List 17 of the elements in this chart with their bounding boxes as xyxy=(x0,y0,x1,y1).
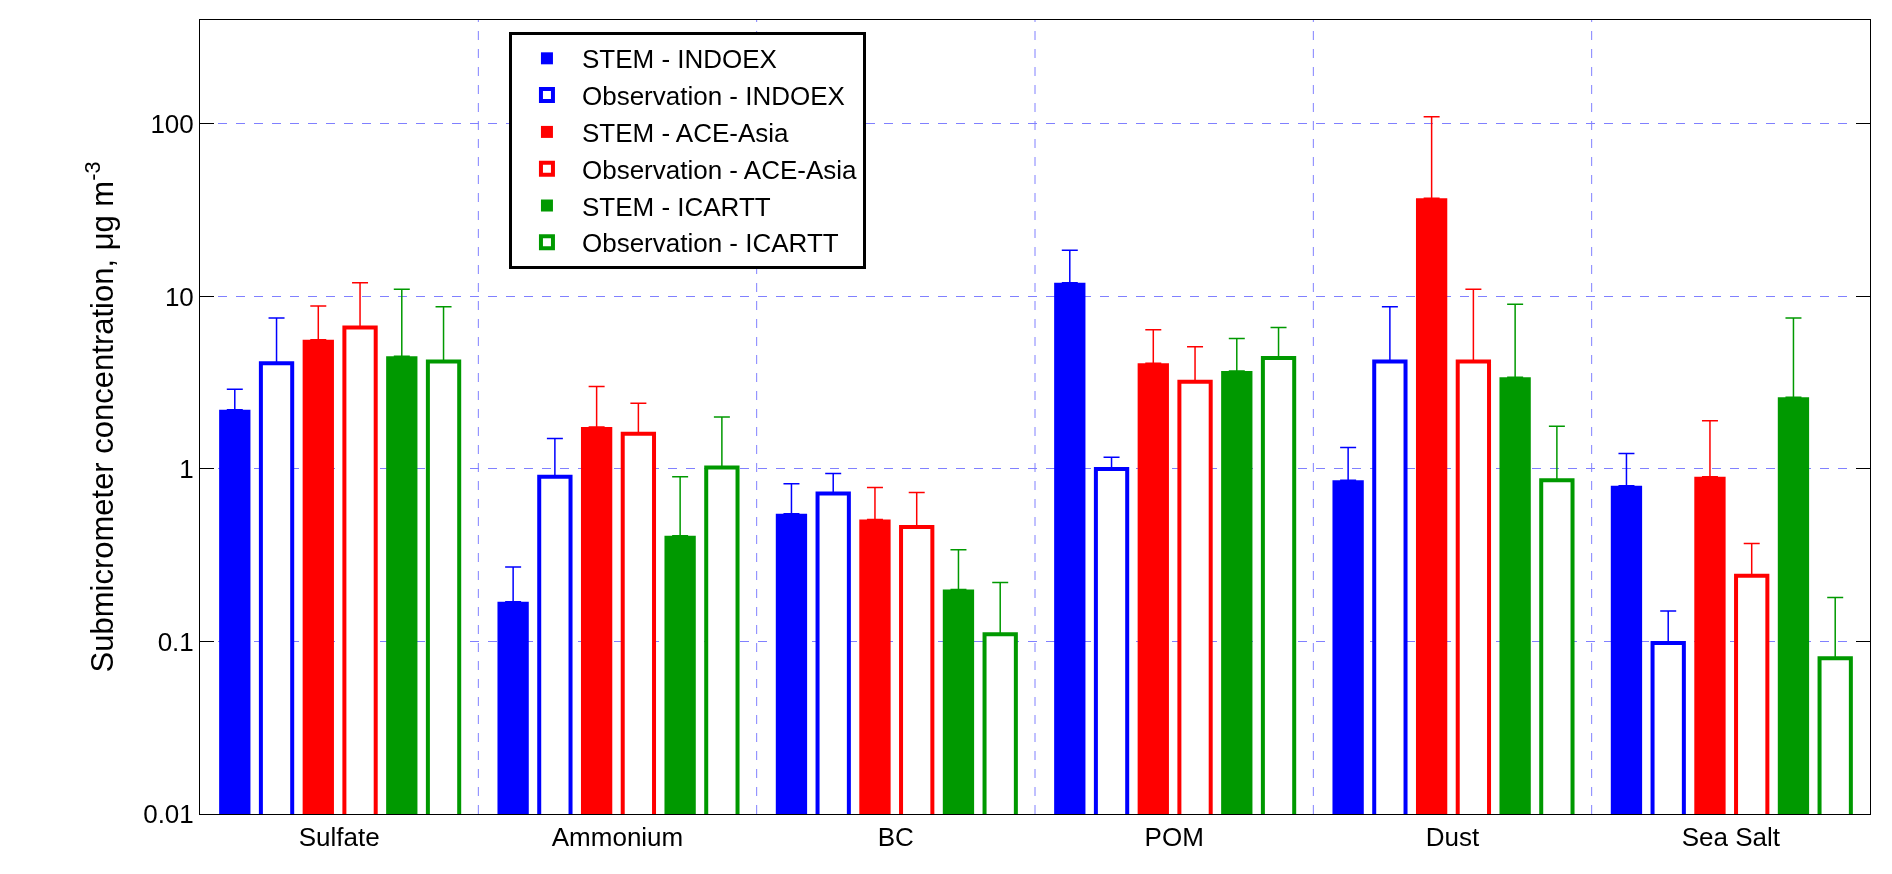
y-tick-label: 0.01 xyxy=(143,799,194,830)
y-tick-label: 10 xyxy=(164,281,194,312)
y-tick-label: 1 xyxy=(179,454,194,485)
x-tick-label: Sulfate xyxy=(298,822,380,853)
x-tick-label: Ammonium xyxy=(551,822,684,853)
legend-label: Observation - INDOEX xyxy=(581,81,845,112)
y-tick-label: 0.1 xyxy=(157,626,194,657)
x-tick-label: POM xyxy=(1144,822,1204,853)
legend-label: Observation - ACE-Asia xyxy=(581,154,858,185)
x-tick-label: Sea Salt xyxy=(1681,822,1781,853)
y-tick-label: 100 xyxy=(150,108,194,139)
legend-label: STEM - ACE-Asia xyxy=(581,118,790,149)
x-tick-label: BC xyxy=(877,822,914,853)
x-tick-label: Dust xyxy=(1425,822,1480,853)
legend-label: Observation - ICARTT xyxy=(581,228,839,259)
legend-label: STEM - ICARTT xyxy=(581,191,771,222)
legend-label: STEM - INDOEX xyxy=(581,44,777,75)
